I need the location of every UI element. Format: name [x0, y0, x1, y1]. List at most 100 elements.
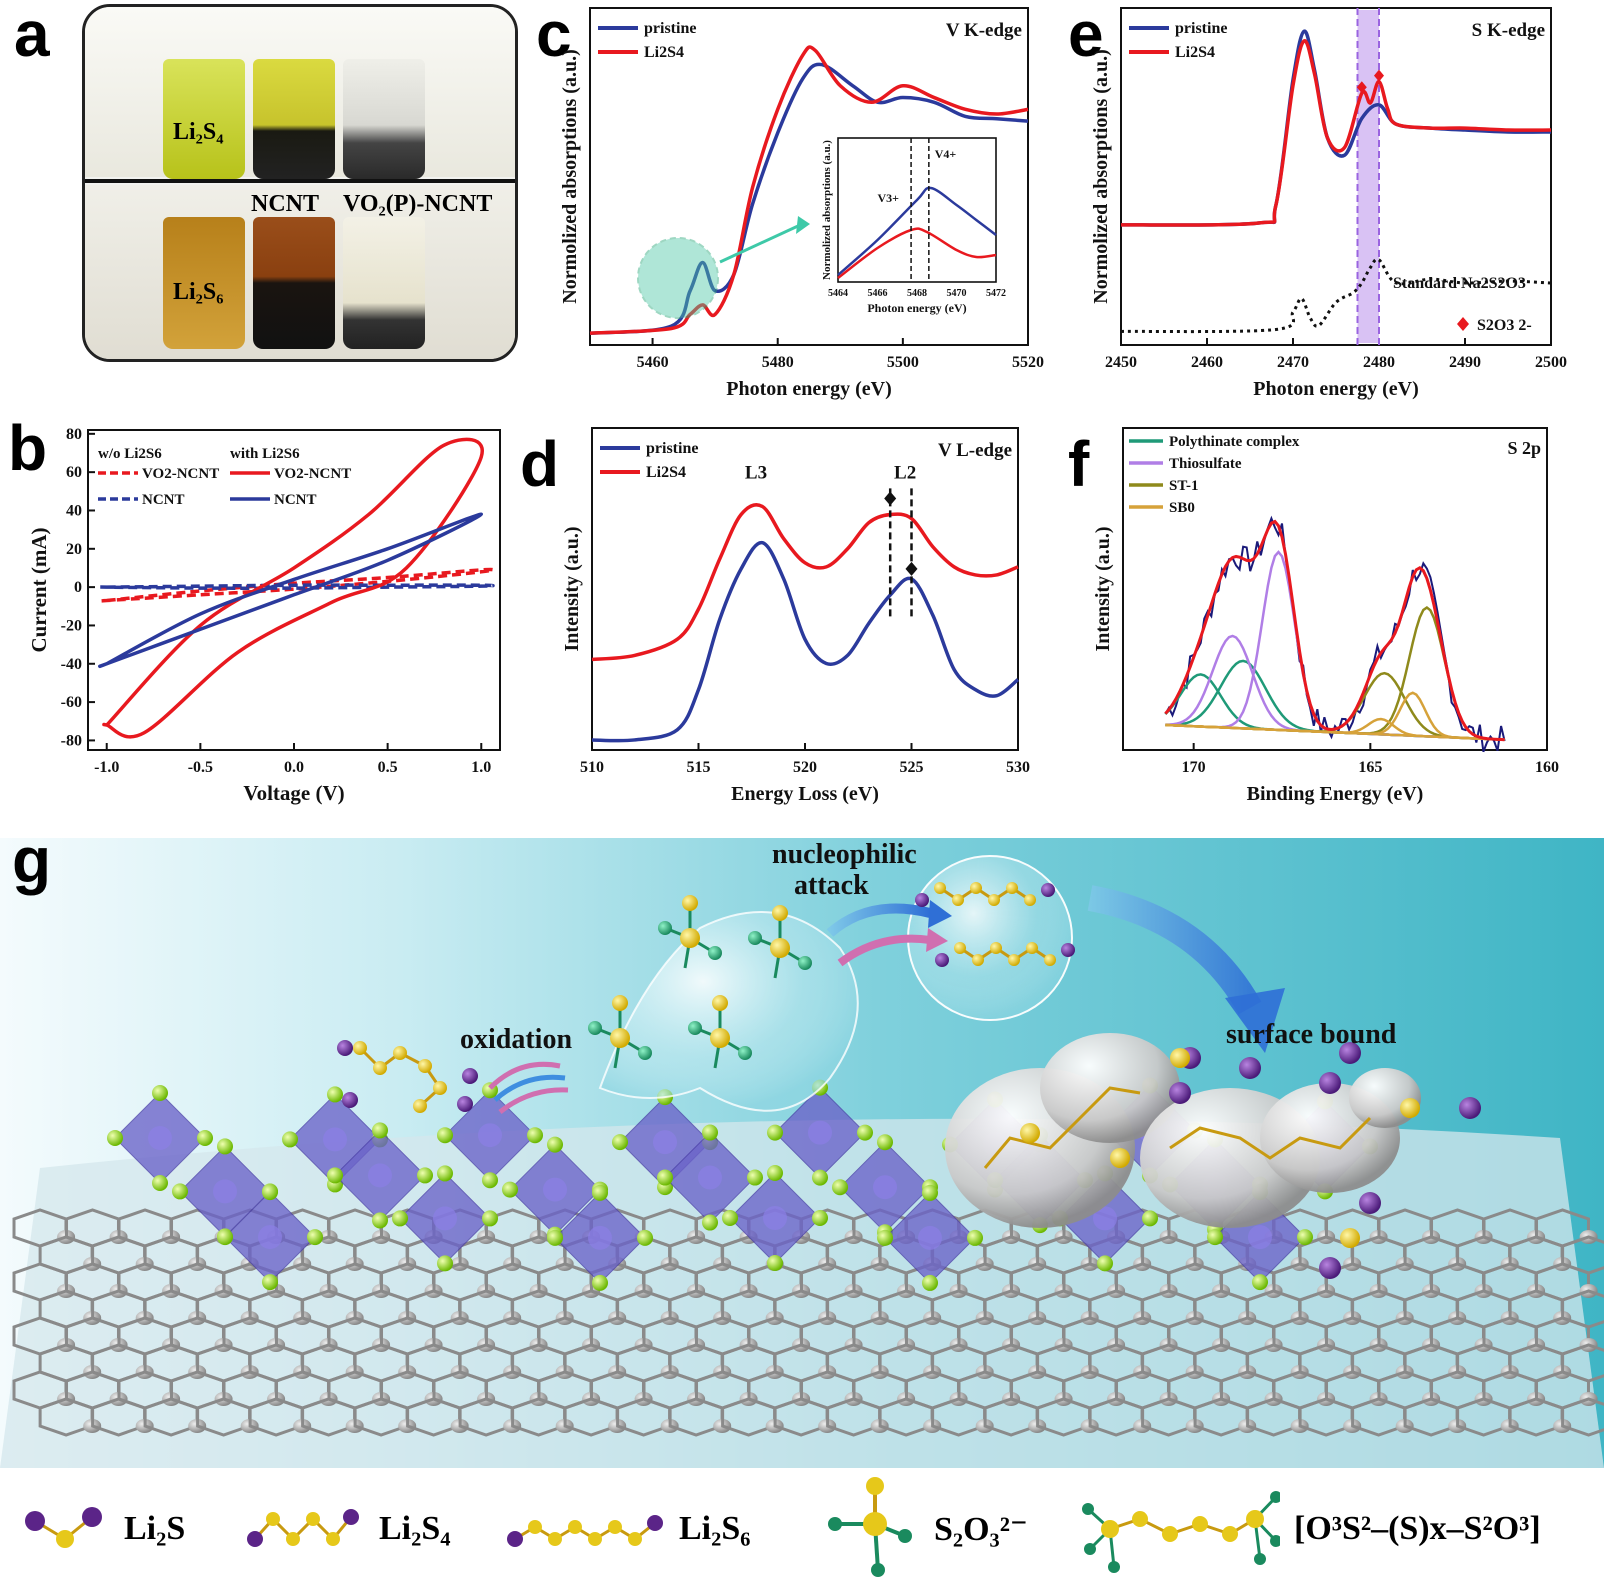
x-tick-label: 2480	[1363, 354, 1395, 371]
y-tick-label: -80	[61, 732, 82, 749]
series-line-3	[98, 512, 484, 669]
thiosulfate-s	[682, 895, 698, 911]
oxygen-atom	[437, 1255, 453, 1272]
x-axis-label: Energy Loss (eV)	[731, 783, 879, 805]
vial-label-vo2: VO₂(P)-NCNT	[343, 191, 493, 217]
x-tick-label: 5500	[887, 354, 919, 371]
legend-header-with: with Li2S6	[230, 446, 300, 462]
bound-s	[1110, 1148, 1130, 1168]
x-tick-label: 160	[1535, 759, 1559, 776]
oxygen-atom	[1142, 1210, 1158, 1227]
oxygen-atom	[372, 1212, 388, 1229]
oxygen-atom	[527, 1127, 543, 1144]
x-tick-label: 5520	[1012, 354, 1044, 371]
zoom-arrow	[719, 224, 799, 264]
schematic-g: nucleophilic attack oxidation surface bo…	[0, 838, 1604, 1468]
graphene-hex	[1561, 1397, 1604, 1437]
thiosulfate-s	[770, 938, 790, 958]
attack-arrow-pink	[837, 934, 931, 967]
oxygen-atom	[702, 1124, 718, 1141]
inset-x-tick-label: 5464	[828, 288, 848, 299]
polysulfide-s	[1044, 954, 1056, 966]
vanadium-atom	[808, 1120, 832, 1145]
plot-frame	[1120, 7, 1552, 346]
y-axis-label: Intensity (a.u.)	[561, 526, 583, 651]
vial-li2s6	[163, 217, 245, 349]
y-axis-label: Intensity (a.u.)	[1092, 526, 1114, 651]
thiosulfate-s	[772, 905, 788, 921]
legend-label: Li2S4	[646, 464, 686, 481]
li-atom	[1339, 1042, 1361, 1064]
oxygen-atom	[1252, 1274, 1268, 1291]
series-line-2	[1120, 257, 1552, 334]
legend-label: Li2S4	[644, 44, 684, 61]
series-line-1	[589, 45, 1029, 335]
oxygen-atom	[767, 1165, 783, 1182]
chart-c: 5460 5480 5500 5520 Photon energy (eV) Normol…	[560, 7, 1044, 400]
thiosulfate-s	[612, 995, 628, 1011]
polysulfide-s	[1008, 954, 1020, 966]
polysulfide-s	[934, 882, 946, 894]
baseline	[1165, 723, 1505, 741]
oxygen-atom	[107, 1130, 123, 1146]
oxygen-atom	[307, 1229, 323, 1246]
oxygen-atom	[152, 1085, 168, 1101]
inset-x-tick-label: 5470	[947, 288, 967, 299]
vanadium-atom	[543, 1177, 567, 1202]
li-atom	[1459, 1097, 1481, 1119]
photo-divider	[85, 179, 515, 183]
legend-label: Polythinate complex	[1169, 434, 1300, 450]
x-tick-label: 2500	[1535, 354, 1567, 371]
li-atom	[1359, 1192, 1381, 1214]
bound-s	[1400, 1098, 1420, 1118]
y-axis-label: Normolized absorptions (a.u.)	[560, 49, 581, 303]
attack-arrow-blue	[826, 903, 932, 937]
li2s6-icon	[507, 1515, 663, 1547]
polysulfide-s	[954, 942, 966, 954]
oxygen-atom	[877, 1134, 893, 1151]
legend-label: NCNT	[142, 492, 185, 508]
zoom-arrowhead	[796, 216, 810, 234]
thiosulfate-o	[708, 946, 722, 960]
y-tick-label: 0	[74, 579, 82, 596]
oxygen-atom	[657, 1169, 673, 1186]
oxygen-atom	[592, 1274, 608, 1291]
standard-label: Standard Na2S2O3	[1393, 275, 1526, 292]
label-nucleophilic: nucleophilic	[772, 839, 917, 870]
li-atom	[1169, 1082, 1191, 1104]
oxygen-atom	[392, 1210, 408, 1227]
oxygen-atom	[482, 1210, 498, 1227]
oxygen-atom	[1297, 1229, 1313, 1246]
y-tick-label: 40	[66, 502, 82, 519]
legend-label: NCNT	[274, 492, 317, 508]
li-atom	[1061, 943, 1075, 957]
chart-d: 510 515 520 525 530 Energy Loss (eV) Intensity…	[561, 427, 1030, 805]
polysulfide-s	[990, 942, 1002, 954]
polysulfide-s	[393, 1046, 407, 1060]
x-tick-label: 2450	[1105, 354, 1137, 371]
thiosulfate-o	[638, 1046, 652, 1060]
vanadium-atom	[918, 1225, 942, 1250]
series-line-0	[98, 567, 495, 603]
chart-title: V K-edge	[946, 20, 1022, 41]
oxygen-atom	[702, 1214, 718, 1231]
polysulfide-s	[353, 1041, 367, 1055]
vanadium-atom	[1248, 1225, 1272, 1250]
x-tick-label: 165	[1358, 759, 1382, 776]
plot-frame	[589, 7, 1029, 346]
panel-label-g: g	[12, 838, 52, 896]
legend-marker-label: S2O3 2-	[1477, 317, 1532, 334]
x-tick-label: -0.5	[188, 759, 213, 776]
peak-marker	[905, 561, 918, 576]
x-tick-label: 0.5	[378, 759, 398, 776]
bound-s	[1020, 1123, 1040, 1143]
legend-header-wo: w/o Li2S6	[98, 446, 162, 462]
thiosulfate-o	[738, 1046, 752, 1060]
vial-ncnt-li2s6	[253, 217, 335, 349]
polysulfide-s	[1024, 894, 1036, 906]
thiosulfate-marker	[1374, 69, 1384, 82]
oxygen-atom	[327, 1167, 343, 1184]
bound-s	[1340, 1228, 1360, 1248]
thiosulfate-s	[710, 1028, 730, 1048]
oxygen-atom	[857, 1124, 873, 1141]
